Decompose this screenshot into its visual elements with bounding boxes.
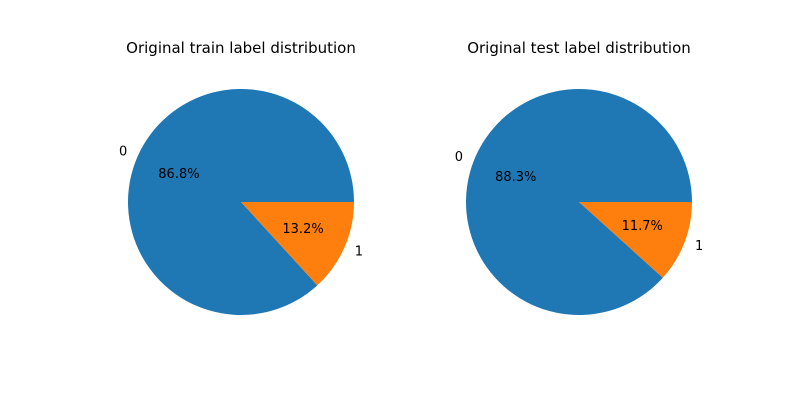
slice-pct-train-0: 86.8% — [158, 167, 199, 182]
pie-slices-test — [466, 89, 692, 316]
chart-title-test: Original test label distribution — [467, 39, 691, 57]
pie-labels-test: 0 88.3% 1 11.7% — [455, 150, 704, 254]
chart-title-train: Original train label distribution — [126, 39, 356, 57]
pie-slices-train — [127, 88, 354, 315]
slice-label-test-1: 1 — [695, 239, 703, 254]
pie-slice-train-0 — [127, 88, 354, 315]
pie-labels-train: 0 86.8% 1 13.2% — [119, 144, 363, 259]
pie-chart-train: Original train label distribution 0 86.8%… — [119, 39, 363, 315]
slice-label-train-1: 1 — [355, 245, 363, 260]
pie-chart-test: Original test label distribution 0 88.3% 1… — [455, 39, 704, 316]
pie-slice-test-1 — [579, 202, 692, 278]
pie-slice-train-1 — [241, 202, 354, 286]
slice-pct-test-1: 11.7% — [622, 219, 663, 234]
slice-label-test-0: 0 — [455, 150, 463, 165]
slice-label-train-0: 0 — [119, 144, 127, 159]
slice-pct-test-0: 88.3% — [495, 170, 536, 185]
slice-pct-train-1: 13.2% — [282, 222, 323, 237]
pie-slice-test-0 — [466, 89, 692, 316]
